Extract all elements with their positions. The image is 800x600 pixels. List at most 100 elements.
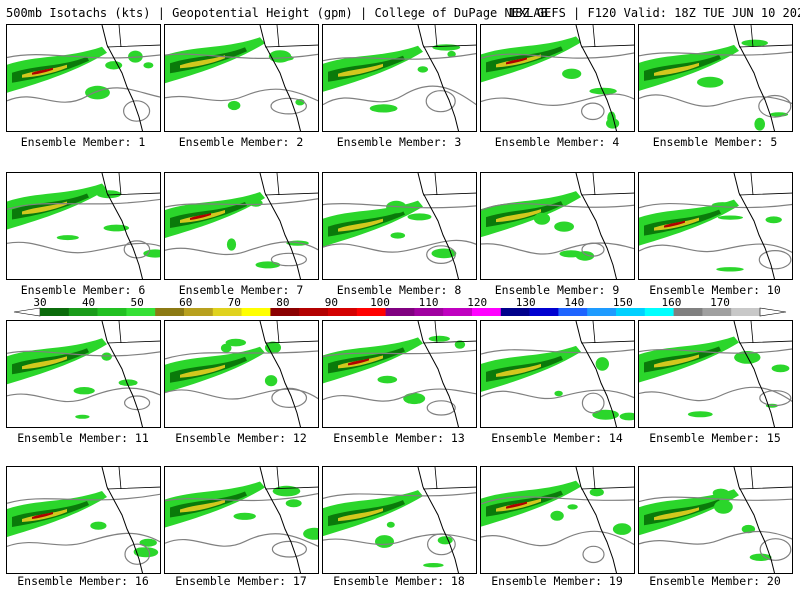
height-contour [7, 387, 160, 403]
wind-patch [428, 335, 450, 342]
wind-patch [386, 521, 395, 528]
political-border [580, 467, 634, 490]
map-drawing [7, 173, 160, 279]
coastline [101, 321, 144, 427]
ensemble-member-label: Ensemble Member: 15 [649, 431, 781, 445]
wind-patch [550, 510, 564, 521]
height-contour [639, 496, 792, 503]
jet-max-band [180, 364, 225, 378]
coastline [733, 467, 776, 573]
wind-patch [554, 390, 563, 397]
height-contour-closed [582, 545, 605, 564]
colorbar-tick-label: 50 [130, 296, 144, 309]
wind-patch [741, 39, 768, 47]
coastline [101, 25, 144, 131]
ensemble-member-label: Ensemble Member: 10 [649, 283, 781, 297]
ensemble-member-label: Ensemble Member: 5 [652, 135, 778, 149]
height-contour [481, 93, 634, 106]
jet-max-band [22, 356, 67, 370]
map-drawing [323, 173, 476, 279]
map-drawing [7, 25, 160, 131]
colorbar-swatch [68, 308, 98, 316]
wind-patch [567, 504, 578, 510]
wind-patch [595, 357, 609, 371]
wind-patch [139, 538, 157, 547]
wind-patch [233, 512, 256, 520]
colorbar-tick-label: 90 [324, 296, 339, 309]
coastline [417, 467, 460, 573]
political-border [580, 321, 634, 344]
colorbar-swatch [97, 308, 127, 316]
political-border [738, 467, 792, 490]
height-contour [639, 203, 792, 209]
height-contour [323, 533, 476, 545]
coastline [733, 25, 776, 131]
coastline [259, 25, 302, 131]
wind-patch [606, 118, 620, 129]
map-drawing [481, 25, 634, 131]
wind-patch [612, 523, 632, 535]
wind-patch [749, 553, 772, 561]
ensemble-member-label: Ensemble Member: 16 [17, 574, 149, 588]
height-contour [481, 389, 634, 400]
wind-patch [220, 343, 232, 353]
ensemble-member-label: Ensemble Member: 11 [17, 431, 149, 445]
jet-peak-band [506, 501, 527, 509]
wind-patch [105, 61, 123, 70]
wind-patch [285, 499, 302, 508]
map-drawing [639, 25, 792, 131]
height-contour [639, 530, 792, 545]
wind-patch [417, 66, 429, 73]
colorbar-swatch [529, 308, 559, 316]
colorbar-tick-label: 140 [564, 296, 585, 309]
wind-patch [712, 488, 729, 498]
height-contour-closed [581, 392, 605, 414]
colorbar-swatch [702, 308, 732, 316]
wind-patch [56, 235, 79, 241]
height-contour-closed [581, 242, 605, 257]
map-drawing [165, 467, 318, 573]
ensemble-member-map [164, 466, 319, 574]
colorbar-tick-label: 120 [467, 296, 488, 309]
colorbar-left-arrow [13, 307, 41, 317]
wind-patch [754, 117, 765, 131]
height-contour [639, 243, 792, 254]
colorbar-swatch [356, 308, 386, 316]
coastline [733, 173, 776, 279]
height-contour [481, 242, 634, 255]
ensemble-member-map [480, 24, 635, 132]
jet-peak-band [32, 512, 53, 520]
wind-patch [765, 216, 782, 224]
wind-patch [143, 62, 154, 69]
colorbar-tick-label: 60 [179, 296, 193, 309]
political-border [738, 173, 792, 196]
wind-patch [303, 527, 318, 540]
height-contour [323, 239, 476, 253]
wind-speed-colorbar: 30 40 50 60 70 80 90 100 110 120 130 140 150 160 170 [0, 296, 800, 318]
wind-patch [589, 488, 604, 497]
map-drawing [165, 321, 318, 427]
ensemble-member-label: Ensemble Member: 2 [178, 135, 304, 149]
wind-patch [423, 563, 444, 568]
colorbar-tick-label: 30 [33, 296, 47, 309]
wind-patch [377, 375, 398, 384]
map-drawing [481, 321, 634, 427]
ensemble-member-map [480, 320, 635, 428]
map-drawing [165, 173, 318, 279]
coastline [575, 467, 618, 573]
ensemble-member-map [6, 320, 161, 428]
map-drawing [639, 467, 792, 573]
height-contour-closed [271, 540, 308, 558]
jet-peak-band [32, 67, 53, 75]
political-border [422, 467, 476, 490]
wind-patch [714, 500, 733, 514]
political-border [264, 467, 318, 490]
colorbar-tick-label: 130 [515, 296, 536, 309]
wind-patch [268, 50, 292, 63]
ensemble-member-map [638, 466, 793, 574]
height-contour-closed [759, 538, 792, 561]
wind-patch [226, 238, 237, 251]
political-border [580, 173, 634, 196]
jet-max-band [654, 354, 699, 368]
jet-max-band [654, 507, 699, 521]
